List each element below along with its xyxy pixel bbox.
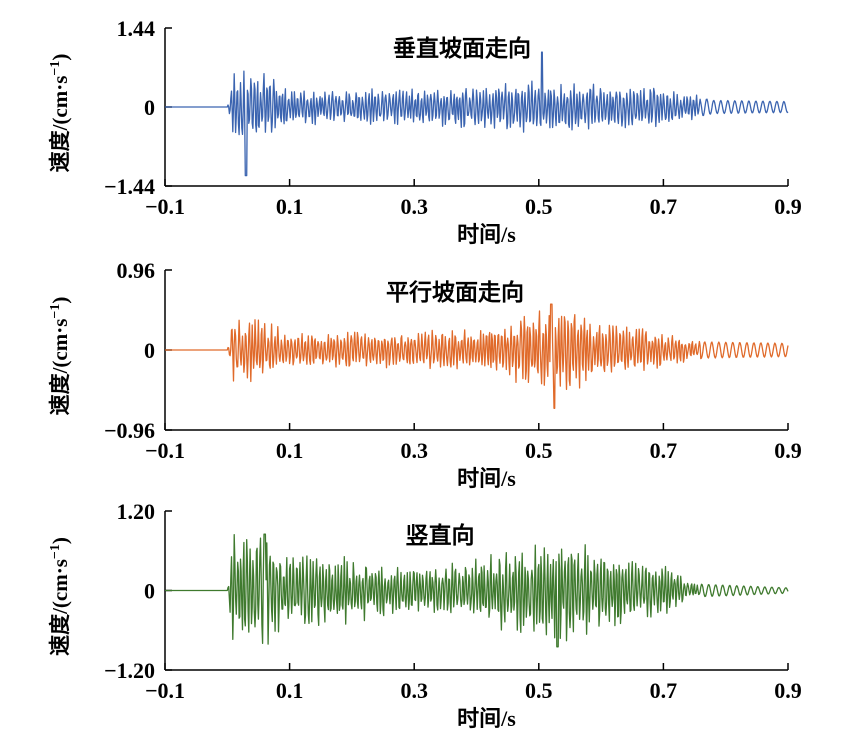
series-line [165, 533, 789, 648]
x-tick-label: −0.1 [145, 678, 185, 703]
chart-title: 垂直坡面走向 [393, 35, 531, 61]
chart-panel-3: −0.1 0.1 0.3 0.5 0.7 0.9 −1.20 0 1.20 时间/s 速度/(cm·… [48, 499, 802, 731]
y-tick-label: −1.20 [104, 658, 155, 683]
x-tick-label: 0.5 [525, 194, 553, 219]
y-tick-label: 1.20 [117, 499, 156, 524]
y-tick-label: 0.96 [117, 258, 156, 283]
x-tick-label: 0.1 [276, 438, 304, 463]
y-axis-label: 速度/(cm·s−1) [48, 537, 72, 656]
x-tick-label: 0.7 [650, 678, 678, 703]
x-tick-label: 0.5 [525, 438, 553, 463]
y-tick-label: −1.44 [104, 174, 155, 199]
y-tick-label: 1.44 [117, 16, 156, 41]
chart-panel-1: −0.1 0.1 0.3 0.5 0.7 0.9 −1.44 0 1.44 时间/s 速度/(cm·… [48, 16, 802, 247]
x-tick-label: 0.9 [774, 194, 802, 219]
x-tick-label: 0.7 [650, 438, 678, 463]
x-tick-label: 0.9 [774, 678, 802, 703]
x-axis-label: 时间/s [457, 706, 516, 731]
y-tick-label: −0.96 [104, 418, 155, 443]
x-tick-label: 0.1 [276, 678, 304, 703]
y-tick-label: 0 [144, 338, 155, 363]
chart-title: 竖直向 [406, 522, 475, 548]
x-tick-label: −0.1 [145, 438, 185, 463]
x-axis-label: 时间/s [457, 222, 516, 247]
x-tick-label: 0.5 [525, 678, 553, 703]
x-tick-label: 0.7 [650, 194, 678, 219]
x-tick-label: −0.1 [145, 194, 185, 219]
y-axis-label: 速度/(cm·s−1) [48, 297, 72, 416]
x-axis-label: 时间/s [457, 466, 516, 491]
x-tick-label: 0.3 [400, 194, 428, 219]
y-tick-label: 0 [144, 95, 155, 120]
x-tick-label: 0.3 [400, 438, 428, 463]
y-axis-label: 速度/(cm·s−1) [48, 54, 72, 173]
chart-panel-2: −0.1 0.1 0.3 0.5 0.7 0.9 −0.96 0 0.96 时间/s 速度/(cm·… [48, 258, 802, 491]
chart-title: 平行坡面走向 [386, 279, 524, 305]
x-tick-label: 0.1 [276, 194, 304, 219]
y-tick-label: 0 [144, 579, 155, 604]
x-tick-label: 0.3 [400, 678, 428, 703]
x-tick-label: 0.9 [774, 438, 802, 463]
series-line [165, 303, 789, 409]
series-line [165, 51, 789, 177]
